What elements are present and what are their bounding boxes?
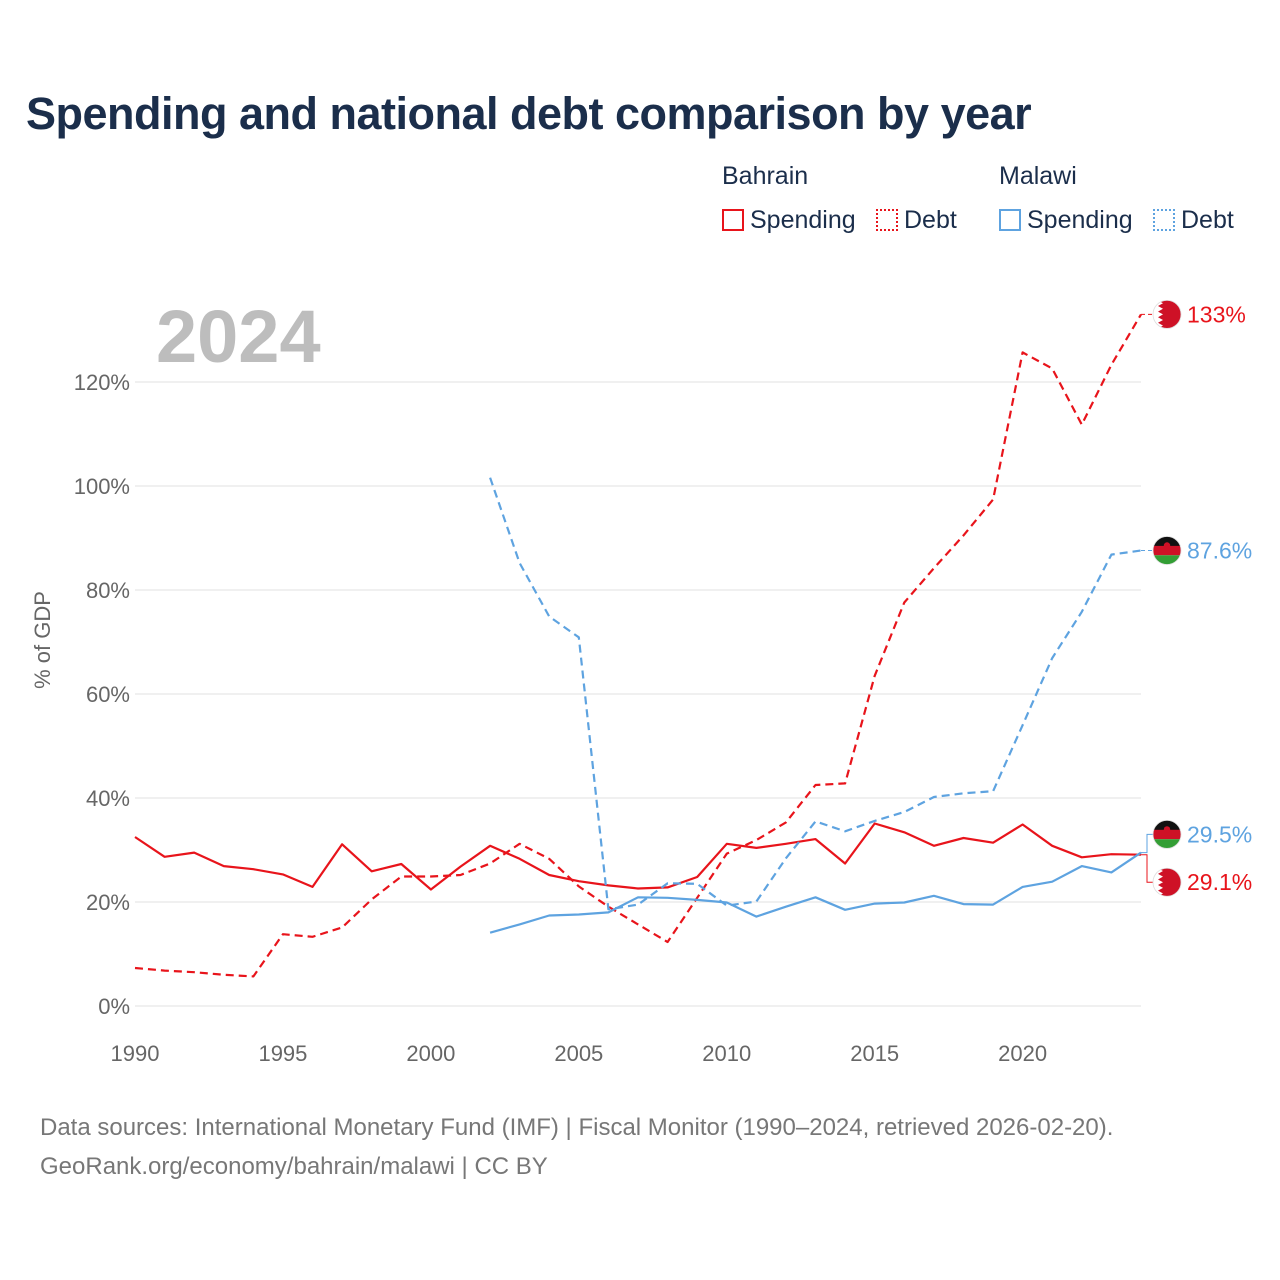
data-sources-note: Data sources: International Monetary Fun… [40, 1114, 1114, 1141]
source-url: GeoRank.org/economy/bahrain/malawi | CC … [40, 1153, 548, 1180]
malawi-flag-green [1153, 555, 1181, 565]
flag-bahrain-debt [1152, 299, 1182, 329]
y-tick-label: 40% [86, 786, 130, 811]
x-tick-label: 1990 [111, 1041, 160, 1066]
malawi-flag-black [1153, 820, 1181, 831]
malawi-flag-sun [1163, 826, 1171, 833]
legend-bahrain-spending-swatch [722, 209, 744, 231]
legend-bahrain-spending[interactable]: Spending [722, 205, 856, 235]
flag-malawi-spending-ring [1152, 820, 1182, 849]
y-tick-label: 20% [86, 890, 130, 915]
year-watermark: 2024 [156, 295, 321, 378]
end-connector-bahrain-spending [1141, 854, 1153, 883]
legend-malawi-debt-label: Debt [1181, 205, 1234, 234]
flag-malawi-spending [1152, 820, 1182, 849]
legend-malawi-debt[interactable]: Debt [1153, 205, 1234, 235]
y-tick-label: 120% [74, 370, 130, 395]
flag-bahrain-spending [1152, 867, 1182, 897]
end-label-malawi-spending: 29.5% [1187, 821, 1252, 847]
flag-bahrain-debt-shapes [1153, 300, 1181, 329]
footer: Data sources: International Monetary Fun… [40, 1108, 1113, 1186]
malawi-flag-sun [1163, 542, 1171, 549]
legend-malawi-debt-swatch [1153, 209, 1175, 231]
end-label-malawi-debt: 87.6% [1187, 537, 1252, 563]
legend-malawi-label: Malawi [999, 162, 1077, 190]
series-line-bahrain-debt [134, 313, 1142, 978]
y-axis-label: % of GDP [30, 591, 55, 689]
series-line-malawi-spending [489, 851, 1142, 934]
legend-bahrain-spending-label: Spending [750, 205, 856, 234]
malawi-flag-red [1153, 829, 1181, 840]
legend-bahrain-debt-label: Debt [904, 205, 957, 234]
flag-malawi-debt [1152, 536, 1182, 565]
malawi-flag-red [1153, 545, 1181, 556]
legend-malawi-spending-label: Spending [1027, 205, 1133, 234]
y-tick-label: 60% [86, 682, 130, 707]
flag-bahrain-debt-ring [1152, 299, 1182, 329]
end-connector-malawi-spending [1141, 833, 1153, 854]
x-tick-label: 1995 [258, 1041, 307, 1066]
series-line-bahrain-spending [134, 822, 1142, 891]
flag-malawi-debt-ring [1152, 536, 1182, 565]
flag-malawi-spending-shapes [1153, 820, 1181, 849]
end-label-bahrain-debt: 133% [1187, 301, 1246, 327]
legend-malawi-spending[interactable]: Spending [999, 205, 1133, 235]
y-tick-label: 0% [98, 994, 130, 1019]
flag-malawi-debt-shapes [1153, 536, 1181, 565]
chart-title: Spending and national debt comparison by… [26, 88, 1032, 139]
x-tick-label: 2010 [702, 1041, 751, 1066]
x-tick-label: 2015 [850, 1041, 899, 1066]
legend-bahrain-label: Bahrain [722, 162, 809, 190]
series-line-malawi-debt [489, 477, 1142, 911]
malawi-flag-black [1153, 536, 1181, 547]
malawi-flag-green [1153, 839, 1181, 849]
x-tick-label: 2005 [554, 1041, 603, 1066]
line-chart: 2024 0% 20% 40% 60% 80% 100% 120% 1990 1995 2000 20… [30, 295, 1252, 1066]
x-tick-label: 2020 [998, 1041, 1047, 1066]
flag-bahrain-spending-shapes [1153, 868, 1181, 897]
bahrain-flag-white [1153, 868, 1163, 897]
legend-malawi-spending-swatch [999, 209, 1021, 231]
legend-bahrain-debt[interactable]: Debt [876, 205, 957, 235]
y-tick-label: 80% [86, 578, 130, 603]
legend-bahrain-debt-swatch [876, 209, 898, 231]
bahrain-flag-white [1153, 300, 1163, 329]
x-tick-label: 2000 [406, 1041, 455, 1066]
flag-bahrain-spending-ring [1152, 867, 1182, 897]
y-tick-label: 100% [74, 474, 130, 499]
end-label-bahrain-spending: 29.1% [1187, 869, 1252, 895]
